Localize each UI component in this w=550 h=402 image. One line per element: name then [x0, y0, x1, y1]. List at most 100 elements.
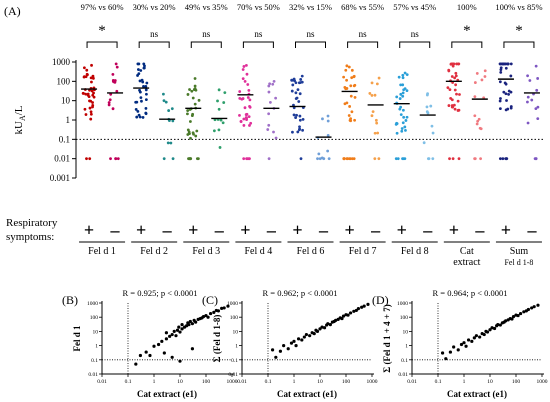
panel-label-b: (B) [62, 293, 78, 307]
dot-neg [425, 110, 429, 114]
dot-pos [296, 130, 300, 134]
y-tick-label: 100 [400, 315, 409, 321]
dot-pos [353, 96, 357, 99]
significance-label: ns [306, 29, 315, 39]
significance-label: * [98, 23, 106, 39]
data-point [464, 344, 468, 348]
dot-pos [192, 132, 195, 136]
dot-pos [501, 157, 505, 161]
dot-pos [193, 102, 197, 106]
dot-pos [401, 76, 405, 80]
dot-pos [507, 93, 510, 96]
percent-label: 100% [457, 2, 477, 12]
dot-pos [298, 114, 302, 118]
dot-pos [242, 117, 246, 121]
dot-pos [447, 68, 451, 72]
dot-pos [499, 62, 502, 66]
data-point [472, 336, 476, 340]
dot-pos [186, 112, 189, 116]
dot-pos [244, 113, 248, 116]
dot-neg [377, 76, 381, 80]
dot-pos [299, 157, 303, 161]
dot-neg [476, 119, 480, 123]
dot-pos [401, 108, 405, 112]
data-point [488, 328, 492, 332]
dot-pos [88, 157, 92, 161]
dot-pos [81, 91, 85, 95]
x-tick-label: 1 [463, 379, 466, 385]
data-point [274, 355, 278, 359]
dot-neg [375, 121, 379, 125]
dot-pos [144, 112, 148, 116]
dot-neg [171, 157, 175, 161]
data-point [448, 350, 453, 354]
dot-pos [86, 73, 89, 77]
y-axis-label: kUA/L [13, 105, 27, 134]
dot-pos [450, 75, 454, 78]
dot-pos [504, 66, 508, 70]
data-point [459, 342, 464, 347]
data-point [286, 347, 290, 351]
dot-pos [349, 94, 353, 98]
data-point [478, 335, 482, 339]
dot-pos [245, 157, 249, 161]
plus-symbol: + [188, 220, 198, 240]
dot-pos [197, 98, 201, 102]
y-tick-label: 0.001 [50, 173, 70, 183]
dot-pos [91, 104, 95, 107]
dot-pos [193, 87, 197, 90]
dot-neg [272, 130, 275, 134]
dot-neg [162, 99, 166, 103]
data-point [170, 355, 174, 359]
dot-neg [479, 157, 482, 161]
plus-symbol: + [501, 220, 511, 240]
group-sublabel: extract [453, 257, 480, 268]
data-point [308, 334, 312, 338]
dot-pos [90, 89, 94, 93]
x-tick-label: 100 [512, 379, 521, 385]
dot-pos [83, 107, 87, 111]
dot-pos [499, 68, 503, 72]
x-tick-label: 1000 [227, 379, 238, 385]
plus-symbol: + [292, 220, 302, 240]
dot-pos [457, 157, 461, 161]
dot-pos [138, 79, 142, 83]
y-tick-label: 10 [61, 96, 71, 106]
dot-neg [167, 119, 171, 123]
dot-neg [317, 152, 321, 156]
dot-neg [536, 77, 540, 80]
data-point [466, 338, 471, 342]
dot-neg [482, 96, 486, 100]
data-point [138, 353, 143, 358]
dot-pos [347, 114, 351, 117]
y-tick-label: 0.1 [231, 358, 238, 364]
dot-pos [345, 78, 348, 82]
data-point [470, 339, 474, 343]
significance-label: ns [150, 29, 159, 39]
minus-symbol: – [526, 220, 537, 240]
data-point [522, 310, 526, 314]
dot-neg [431, 157, 435, 161]
dot-neg [533, 157, 537, 161]
data-point [194, 320, 198, 324]
dot-neg [526, 74, 529, 78]
dot-pos [244, 63, 248, 67]
dot-neg [219, 118, 223, 122]
x-tick-label: 1 [293, 379, 296, 385]
dot-neg [268, 82, 272, 86]
dot-pos [300, 74, 304, 78]
dot-neg [536, 105, 540, 109]
dot-pos [301, 118, 305, 121]
dot-pos [291, 83, 295, 87]
dot-neg [480, 78, 484, 82]
dot-pos [248, 105, 251, 108]
dot-pos [194, 134, 198, 138]
data-point [452, 345, 456, 349]
data-point [180, 323, 184, 327]
y-tick-label: 1000 [87, 301, 98, 307]
minus-symbol: – [110, 220, 121, 240]
dot-pos [353, 83, 357, 87]
dot-pos [509, 62, 513, 66]
data-point [304, 332, 309, 337]
